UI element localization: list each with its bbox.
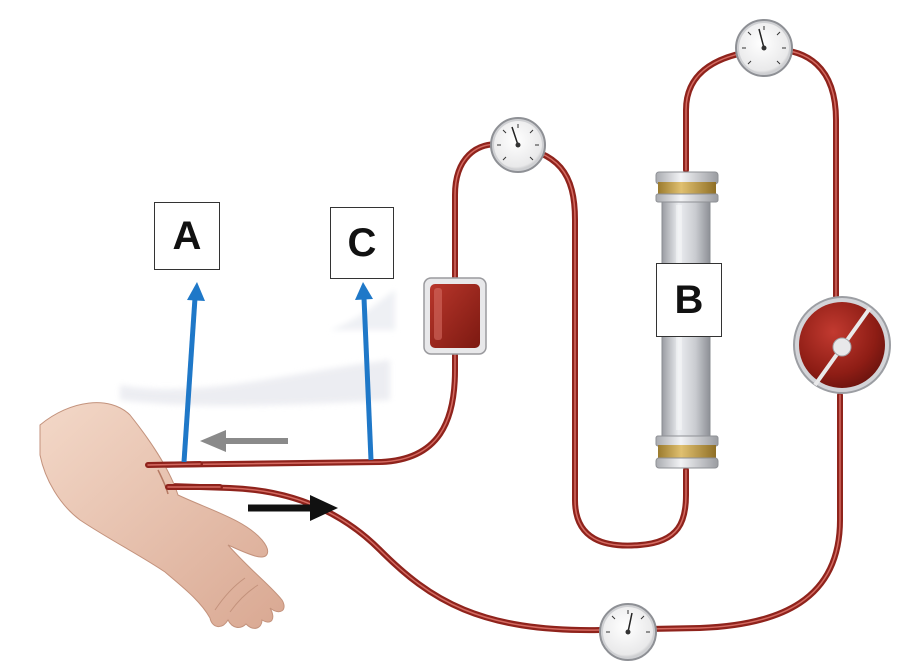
inflow-arrow [248,495,338,521]
pressure-gauge-icon [490,117,546,173]
drip-chamber-icon [423,277,487,355]
label-c: C [330,207,394,279]
patient-arm-icon [39,402,285,629]
label-a: A [154,202,220,270]
label-b: B [656,263,722,337]
access-needles [145,461,223,490]
blood-pump-icon [793,296,891,394]
pointer-arrow-c [355,282,374,461]
return-flow-arrow [200,430,288,452]
pointer-arrow-a [181,282,205,463]
pressure-gauge-icon [599,603,657,661]
background-shading [120,290,395,406]
pressure-gauge-icon [735,19,793,77]
